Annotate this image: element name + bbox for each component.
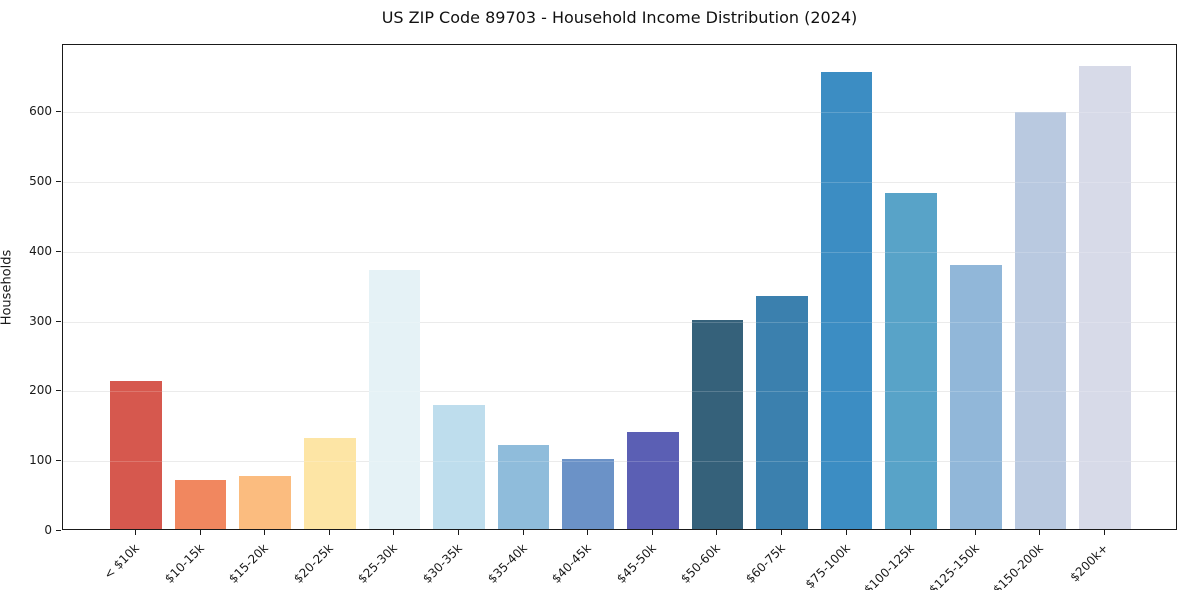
bar [174, 480, 227, 529]
gridline [63, 112, 1176, 114]
x-tick-mark [1039, 530, 1041, 535]
x-tick-mark [328, 530, 330, 535]
bar [885, 193, 938, 529]
bar [110, 380, 162, 529]
bar [562, 459, 615, 529]
bar [820, 72, 873, 529]
x-tick-mark [1104, 530, 1105, 535]
bar [239, 475, 292, 529]
gridline-overlay [63, 461, 1176, 463]
gridline [63, 181, 1176, 183]
x-tick-mark [457, 530, 459, 535]
y-tick-mark [56, 111, 61, 113]
x-tick-mark [651, 530, 653, 535]
bar [1014, 112, 1067, 529]
bar [949, 265, 1002, 529]
bar [433, 405, 485, 529]
y-tick-mark [56, 250, 61, 252]
x-tick-label: < $10k [101, 541, 142, 582]
gridline [63, 251, 1176, 253]
plot-area [62, 44, 1177, 530]
gridline [63, 321, 1176, 323]
bar [303, 438, 356, 529]
y-tick-mark [56, 180, 61, 182]
gridline-overlay [63, 391, 1176, 393]
x-tick-mark [716, 530, 718, 535]
chart-title: US ZIP Code 89703 - Household Income Dis… [381, 8, 858, 27]
x-tick-mark [845, 530, 847, 535]
y-tick-label: 200 [29, 383, 52, 398]
y-tick-label: 300 [29, 313, 52, 328]
y-tick-mark [56, 530, 61, 531]
bar [626, 431, 679, 529]
x-tick-mark [910, 530, 912, 535]
gridline [63, 461, 1176, 463]
gridline-overlay [63, 251, 1176, 253]
x-tick-mark [587, 530, 589, 535]
gridline-overlay [63, 181, 1176, 183]
y-axis-label: Households [0, 249, 15, 326]
x-tick-mark [974, 530, 976, 535]
y-tick-mark [56, 460, 61, 462]
x-tick-mark [393, 530, 395, 535]
x-tick-mark [199, 530, 201, 535]
y-tick-mark [56, 320, 61, 322]
y-tick-label: 0 [44, 523, 52, 537]
bar [756, 295, 808, 529]
x-tick-mark [522, 530, 524, 535]
y-tick-label: 500 [29, 173, 52, 188]
y-tick-label: 400 [29, 243, 52, 258]
x-tick-mark [134, 530, 136, 535]
bar [497, 444, 550, 529]
bar [368, 269, 421, 529]
y-tick-label: 100 [29, 453, 52, 468]
gridline-overlay [63, 112, 1176, 114]
y-tick-mark [56, 390, 61, 392]
gridline-overlay [63, 321, 1176, 323]
x-tick-mark [781, 530, 782, 535]
gridline [63, 391, 1176, 393]
x-tick-mark [264, 530, 266, 535]
bar [691, 320, 744, 529]
y-tick-label: 600 [29, 104, 52, 119]
bar [1079, 66, 1131, 529]
